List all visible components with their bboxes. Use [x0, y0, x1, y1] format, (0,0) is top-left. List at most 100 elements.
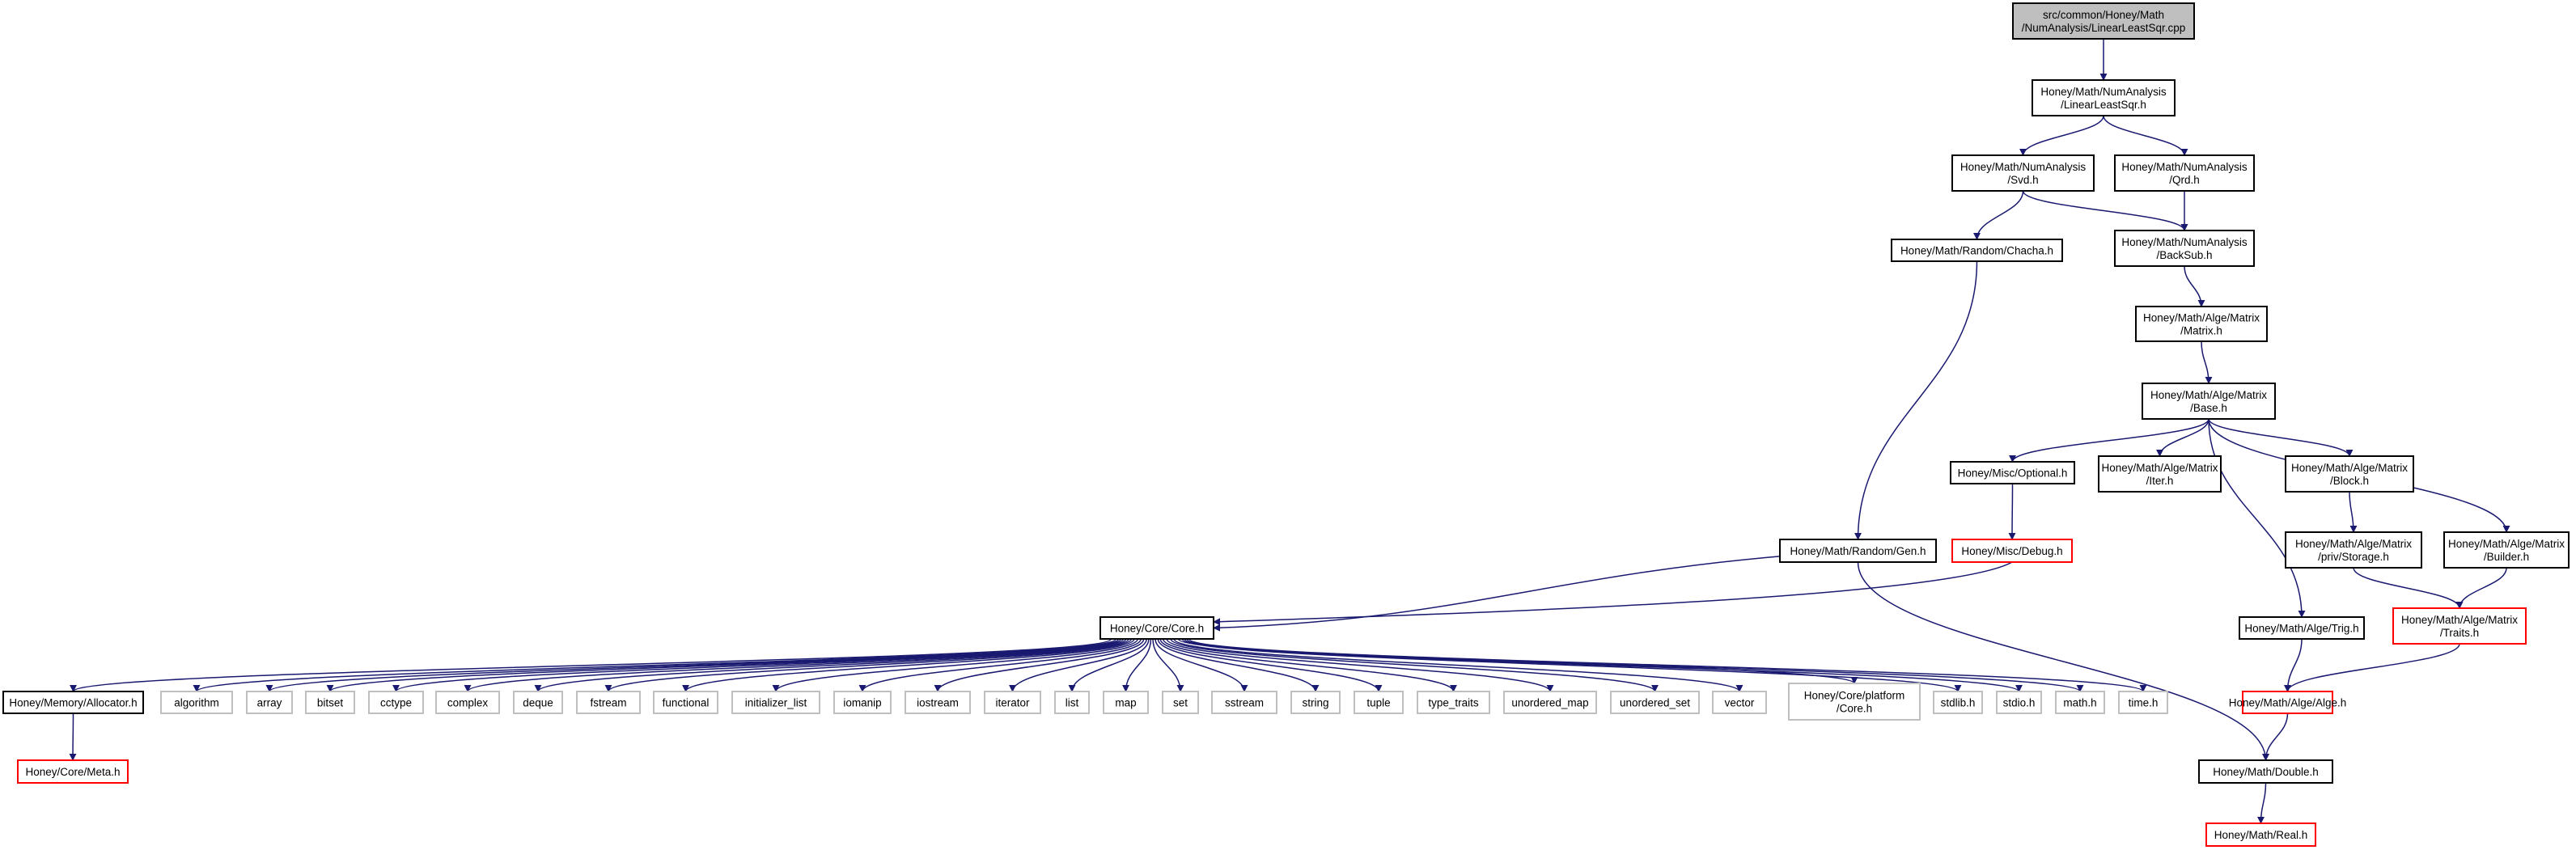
node-label: stdio.h — [2003, 697, 2036, 709]
node-block[interactable]: Honey/Math/Alge/Matrix/Block.h — [2285, 455, 2414, 493]
node-label: Honey/Math/Alge/Matrix — [2101, 462, 2218, 474]
node-border — [1354, 691, 1404, 714]
edge-svd-to-backsub — [2022, 190, 2188, 231]
edge-allocator-to-meta — [69, 713, 77, 761]
node-border — [2032, 79, 2176, 116]
edge-core-to-array — [265, 638, 1120, 692]
node-border — [368, 691, 424, 714]
edge-core-to-tuple — [1159, 638, 1383, 692]
node-trig[interactable]: Honey/Math/Alge/Trig.h — [2239, 616, 2365, 640]
node-label: set — [1173, 697, 1188, 709]
node-label: math.h — [2063, 697, 2096, 709]
edge-core-to-unordered-set — [1170, 638, 1659, 692]
node-builder[interactable]: Honey/Math/Alge/Matrix/Builder.h — [2443, 531, 2570, 569]
node-complex[interactable]: complex — [435, 691, 500, 714]
node-label: /Base.h — [2190, 402, 2227, 414]
node-type-traits[interactable]: type_traits — [1417, 691, 1490, 714]
node-border — [1211, 691, 1277, 714]
node-coreplatform[interactable]: Honey/Core/platform/Core.h — [1788, 683, 1921, 721]
node-unordered-map[interactable]: unordered_map — [1503, 691, 1597, 714]
node-matrix[interactable]: Honey/Math/Alge/Matrix/Matrix.h — [2135, 306, 2268, 342]
node-debug[interactable]: Honey/Misc/Debug.h — [1951, 539, 2073, 563]
node-label: /Builder.h — [2484, 551, 2529, 563]
node-algorithm[interactable]: algorithm — [160, 691, 233, 714]
node-tuple[interactable]: tuple — [1354, 691, 1404, 714]
node-border — [2, 691, 144, 714]
node-label: map — [1115, 697, 1136, 709]
edge-storage-to-traits — [2353, 567, 2464, 609]
node-label: fstream — [590, 697, 626, 709]
node-initializer-list[interactable]: initializer_list — [731, 691, 820, 714]
node-border — [1712, 691, 1767, 714]
node-border — [2198, 759, 2333, 784]
node-list[interactable]: list — [1054, 691, 1090, 714]
node-label: Honey/Math/Alge/Alge.h — [2229, 697, 2347, 709]
node-border — [1503, 691, 1597, 714]
node-double[interactable]: Honey/Math/Double.h — [2198, 759, 2333, 784]
node-stdlib[interactable]: stdlib.h — [1933, 691, 1983, 714]
node-allocator[interactable]: Honey/Memory/Allocator.h — [2, 691, 144, 714]
node-meta[interactable]: Honey/Core/Meta.h — [17, 759, 129, 784]
edge-trig-to-alge — [2284, 638, 2303, 692]
edge-backsub-to-matrix — [2184, 265, 2205, 307]
node-border — [1891, 239, 2063, 262]
node-chacha[interactable]: Honey/Math/Random/Chacha.h — [1891, 239, 2063, 262]
node-label: Honey/Math/Alge/Matrix — [2291, 462, 2408, 474]
node-iomanip[interactable]: iomanip — [833, 691, 892, 714]
node-backsub[interactable]: Honey/Math/NumAnalysis/BackSub.h — [2114, 230, 2255, 267]
node-bitset[interactable]: bitset — [305, 691, 355, 714]
edge-core-to-set — [1152, 638, 1184, 692]
node-qrd[interactable]: Honey/Math/NumAnalysis/Qrd.h — [2114, 154, 2255, 192]
edge-base-to-trig — [2208, 418, 2306, 618]
node-map[interactable]: map — [1103, 691, 1149, 714]
node-time[interactable]: time.h — [2118, 691, 2168, 714]
node-border — [2114, 230, 2255, 267]
edge-core-to-deque — [534, 638, 1129, 692]
node-iostream[interactable]: iostream — [905, 691, 971, 714]
node-sstream[interactable]: sstream — [1211, 691, 1277, 714]
node-border — [513, 691, 563, 714]
node-string[interactable]: string — [1290, 691, 1341, 714]
node-set[interactable]: set — [1162, 691, 1199, 714]
node-label: Honey/Math/Random/Gen.h — [1790, 545, 1926, 557]
node-border — [833, 691, 892, 714]
node-array[interactable]: array — [246, 691, 293, 714]
node-real[interactable]: Honey/Math/Real.h — [2205, 823, 2316, 847]
node-border — [2392, 607, 2527, 645]
node-base[interactable]: Honey/Math/Alge/Matrix/Base.h — [2142, 383, 2276, 420]
node-math[interactable]: math.h — [2055, 691, 2105, 714]
node-border — [2239, 616, 2365, 640]
node-traits[interactable]: Honey/Math/Alge/Matrix/Traits.h — [2392, 607, 2527, 645]
node-root[interactable]: src/common/Honey/Math/NumAnalysis/Linear… — [2012, 2, 2195, 40]
edge-alge-to-double — [2262, 713, 2289, 761]
edge-debug-to-core — [1213, 561, 2013, 626]
node-stdio[interactable]: stdio.h — [1996, 691, 2042, 714]
node-core[interactable]: Honey/Core/Core.h — [1099, 616, 1214, 640]
node-border — [1290, 691, 1341, 714]
node-storage[interactable]: Honey/Math/Alge/Matrix/priv/Storage.h — [2285, 531, 2422, 569]
node-fstream[interactable]: fstream — [576, 691, 641, 714]
node-deque[interactable]: deque — [513, 691, 563, 714]
edge-core-to-stdlib — [1181, 638, 1962, 692]
node-border — [2114, 154, 2255, 192]
node-svd[interactable]: Honey/Math/NumAnalysis/Svd.h — [1951, 154, 2095, 192]
edge-core-to-vector — [1173, 638, 1743, 692]
node-unordered-set[interactable]: unordered_set — [1610, 691, 1700, 714]
node-functional[interactable]: functional — [653, 691, 718, 714]
edge-optional-to-debug — [2008, 483, 2016, 540]
edge-matrix-to-base — [2201, 340, 2213, 384]
node-optional[interactable]: Honey/Misc/Optional.h — [1950, 461, 2075, 484]
node-alge[interactable]: Honey/Math/Alge/Alge.h — [2229, 691, 2347, 714]
node-vector[interactable]: vector — [1712, 691, 1767, 714]
node-cctype[interactable]: cctype — [368, 691, 424, 714]
node-label: Honey/Math/Random/Chacha.h — [1900, 245, 2053, 257]
node-iter[interactable]: Honey/Math/Alge/Matrix/Iter.h — [2098, 455, 2222, 493]
node-label: Honey/Math/Alge/Matrix — [2143, 312, 2260, 324]
node-label: /LinearLeastSqr.h — [2061, 99, 2146, 111]
node-gen[interactable]: Honey/Math/Random/Gen.h — [1779, 539, 1937, 563]
node-label: iomanip — [843, 697, 881, 709]
node-border — [653, 691, 718, 714]
node-iterator[interactable]: iterator — [984, 691, 1041, 714]
node-lls[interactable]: Honey/Math/NumAnalysis/LinearLeastSqr.h — [2032, 79, 2176, 116]
